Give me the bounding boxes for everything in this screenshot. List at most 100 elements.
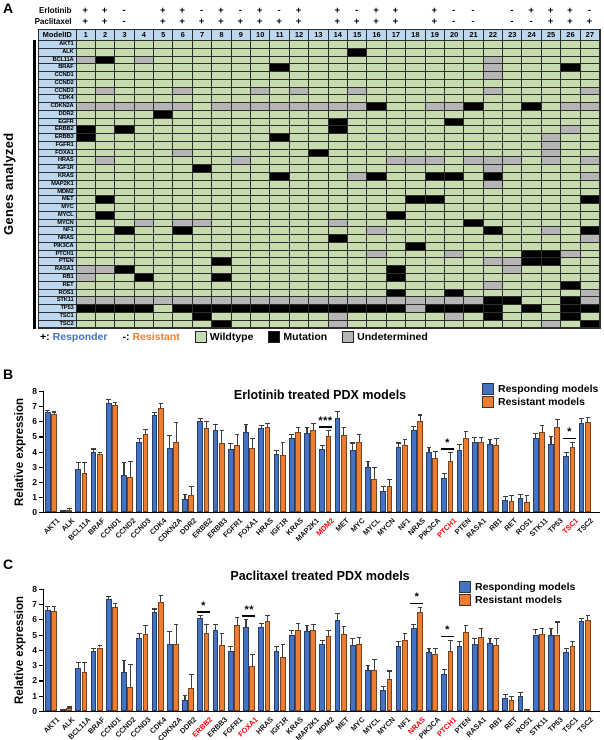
heatmap-cell	[444, 196, 465, 205]
heatmap-cell	[328, 134, 348, 142]
x-category-label-RB1: RB1	[486, 516, 504, 533]
heatmap-cell	[483, 180, 504, 189]
gene-row-label: BRAF	[39, 64, 77, 73]
resistant-bar-RET	[508, 700, 515, 711]
heatmap-cell	[134, 95, 155, 104]
heatmap-cell	[561, 242, 581, 251]
heatmap-cell	[347, 180, 368, 189]
heatmap-cell	[154, 118, 174, 127]
heatmap-cell	[231, 56, 252, 65]
heatmap-cell	[328, 103, 348, 111]
error-cap-TSC1	[570, 441, 575, 443]
heatmap-cell	[541, 258, 562, 267]
heatmap-cell	[367, 320, 387, 329]
model-column-header: 24	[522, 30, 542, 41]
error-cap-MYCN	[387, 670, 392, 672]
heatmap-cell	[212, 320, 232, 329]
heatmap-cell	[386, 126, 407, 135]
error-cap-PIK3CA	[433, 450, 438, 452]
error-cap-BCL11A	[82, 462, 87, 464]
significance-line-ERBB2	[196, 611, 210, 613]
heatmap-cell	[154, 297, 174, 306]
heatmap-cell	[580, 64, 601, 73]
responding-bar-RB1	[487, 642, 493, 711]
responding-bar-CDK4	[151, 611, 158, 711]
heatmap-cell	[95, 289, 116, 298]
heatmap-cell	[251, 118, 271, 127]
heatmap-cell	[386, 118, 407, 127]
y-tick-label: 0	[32, 507, 37, 517]
heatmap-cell	[154, 110, 174, 119]
heatmap-cell	[483, 79, 504, 88]
model-column-header: 5	[154, 30, 174, 41]
heatmap-cell	[251, 48, 271, 57]
responding-bar-CDK4	[151, 415, 158, 512]
model-column-header: 6	[173, 30, 193, 41]
resistant-bar-RET	[508, 500, 515, 512]
heatmap-cell	[251, 289, 271, 298]
error-bar-HRAS	[260, 623, 262, 627]
error-cap-FGFR1	[228, 645, 234, 648]
heatmap-cell	[192, 289, 213, 298]
heatmap-cell	[134, 118, 155, 127]
heatmap-cell	[95, 219, 116, 228]
error-cap-BCL11A	[82, 662, 87, 664]
heatmap-cell	[192, 95, 213, 104]
heatmap-cell	[483, 157, 504, 166]
resistant-bar-CCND1	[112, 404, 118, 512]
resistant-bar-NRAS	[417, 420, 423, 512]
heatmap-cell	[289, 250, 310, 259]
y-tick-label: 6	[32, 614, 37, 625]
heatmap-cell	[173, 48, 193, 57]
resistant-bar-FOXA1	[249, 665, 256, 711]
gene-row-label: RB1	[39, 273, 77, 282]
resistant-bar-MDM2	[325, 636, 332, 711]
error-bar-NF1	[404, 438, 406, 446]
heatmap-cell	[386, 165, 407, 174]
heatmap-cell	[173, 87, 193, 96]
heatmap-cell	[115, 289, 135, 298]
heatmap-cell	[95, 180, 116, 189]
error-cap-TSC2	[579, 617, 584, 619]
heatmap-cell	[367, 258, 387, 267]
x-category-label-MET: MET	[333, 715, 352, 733]
heatmap-cell	[406, 79, 426, 88]
error-cap-KRAS	[289, 629, 295, 631]
y-tick-label: 2	[32, 476, 37, 487]
heatmap-cell	[289, 56, 310, 65]
error-bar-DDR2	[184, 694, 186, 700]
heatmap-cell	[406, 250, 426, 259]
heatmap-cell	[192, 188, 213, 197]
heatmap-cell	[309, 149, 329, 158]
heatmap-cell	[328, 64, 348, 73]
chart-b-title: Erlotinib treated PDX models	[233, 388, 407, 402]
heatmap-cell	[251, 312, 271, 321]
heatmap-cell	[367, 266, 387, 274]
error-cap-CCND3	[143, 625, 148, 627]
heatmap-cell	[522, 258, 542, 267]
y-tick-label: 2	[32, 675, 37, 686]
resistant-bar-MET	[340, 434, 347, 512]
error-cap-STK11	[533, 629, 539, 631]
error-cap-MAP2K1	[304, 624, 310, 626]
error-bar-CCND2	[123, 462, 125, 475]
heatmap-cell	[406, 110, 426, 119]
responding-bar-FOXA1	[243, 626, 249, 711]
heatmap-cell	[173, 173, 193, 181]
heatmap-cell	[173, 149, 193, 158]
responding-swatch-icon	[482, 383, 494, 396]
model-column-header: 21	[464, 30, 484, 41]
heatmap-cell	[154, 204, 174, 212]
resistant-bar-CDKN2A	[173, 441, 179, 512]
error-cap-MYCN	[380, 485, 386, 487]
heatmap-cell	[328, 204, 348, 212]
heatmap-cell	[134, 211, 155, 220]
chart-c-legend: Responding models Resistant models	[459, 581, 575, 606]
resistant-bar-CCND2	[127, 686, 134, 711]
heatmap-cell	[76, 173, 96, 181]
error-bar-MYC	[358, 434, 360, 443]
heatmap-cell	[270, 211, 290, 220]
heatmap-cell	[231, 64, 252, 73]
heatmap-cell	[134, 297, 155, 306]
heatmap-cell	[347, 273, 368, 282]
